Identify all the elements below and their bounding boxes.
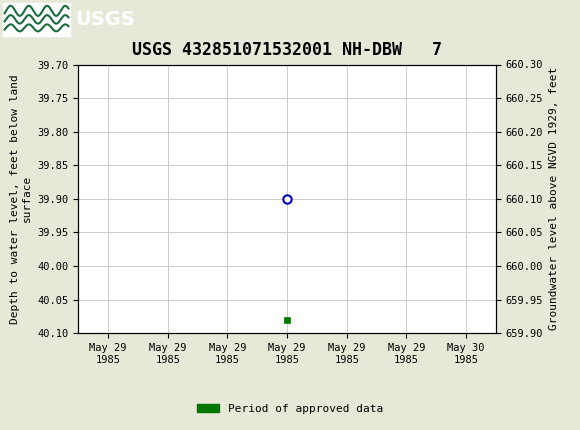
Y-axis label: Groundwater level above NGVD 1929, feet: Groundwater level above NGVD 1929, feet — [549, 67, 559, 331]
Text: USGS: USGS — [75, 10, 135, 29]
Legend: Period of approved data: Period of approved data — [193, 399, 387, 418]
Y-axis label: Depth to water level, feet below land
surface: Depth to water level, feet below land su… — [10, 74, 32, 324]
Title: USGS 432851071532001 NH-DBW   7: USGS 432851071532001 NH-DBW 7 — [132, 41, 442, 59]
Bar — [3, 3, 70, 36]
